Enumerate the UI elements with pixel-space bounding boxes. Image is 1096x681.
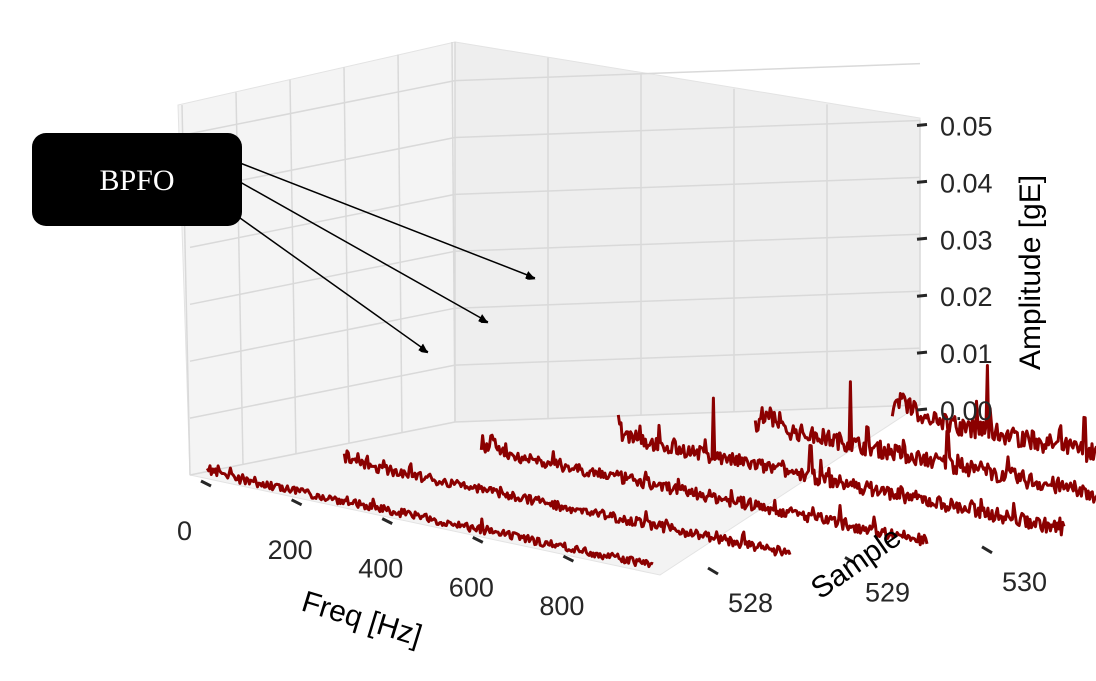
x-axis-title: Freq [Hz] — [298, 585, 426, 653]
grid-line-left — [189, 364, 456, 419]
x-tick-mark — [562, 554, 575, 563]
y-tick-label: 528 — [728, 588, 773, 618]
grid-line-left — [189, 79, 456, 135]
grid-line-vert-left — [397, 54, 403, 433]
grid-line-right — [454, 404, 921, 423]
z-axis-title: Amplitude [gE] — [1014, 175, 1047, 370]
grid-line-right — [454, 347, 921, 366]
x-tick-mark — [472, 536, 484, 544]
grid-lines — [181, 41, 921, 476]
back-pane-right — [454, 41, 921, 423]
bpfo-callout-label: BPFO — [99, 164, 174, 197]
z-tick-label: 0.05 — [940, 112, 993, 142]
grid-line-left — [189, 421, 456, 476]
series-line-532 — [753, 380, 1096, 504]
series-line-533 — [890, 364, 1096, 463]
z-tick-label: 0.00 — [940, 396, 993, 426]
y-tick-mark — [844, 556, 856, 565]
y-tick-mark — [707, 566, 719, 576]
series-line-529 — [342, 449, 792, 557]
z-tick-mark — [916, 350, 928, 355]
bpfo-arrow — [239, 181, 489, 322]
x-tick-label: 0 — [177, 516, 192, 546]
z-tick-mark — [916, 293, 928, 298]
y-tick-label: 530 — [1002, 567, 1047, 597]
y-tick-label: 529 — [865, 577, 910, 607]
z-tick-label: 0.04 — [940, 168, 993, 198]
grid-line-right — [454, 119, 921, 139]
series-lines — [205, 364, 1096, 569]
x-tick-label: 800 — [539, 591, 584, 621]
bpfo-arrows — [239, 162, 535, 352]
x-tick-mark — [200, 479, 212, 488]
series-line-530 — [479, 433, 929, 547]
grid-line-left — [189, 250, 456, 306]
z-tick-label: 0.01 — [940, 339, 993, 369]
bpfo-arrow — [239, 162, 535, 278]
grid-line-right — [454, 176, 921, 196]
grid-line-right — [454, 233, 921, 253]
z-tick-label: 0.03 — [940, 225, 993, 255]
bpfo-callout-box — [32, 133, 242, 226]
x-tick-label: 400 — [358, 554, 403, 584]
x-tick-mark — [290, 498, 303, 507]
grid-line-left — [189, 193, 456, 249]
grid-line-vert-left — [289, 79, 297, 454]
y-tick-mark — [981, 545, 993, 555]
z-tick-mark — [916, 236, 928, 241]
x-tick-label: 600 — [449, 572, 494, 602]
grid-line-left — [189, 307, 456, 362]
x-tick-mark — [381, 517, 393, 525]
z-tick-mark — [916, 123, 928, 127]
grid-line-right — [454, 290, 921, 309]
z-tick-mark — [916, 179, 928, 184]
series-line-531 — [616, 396, 1066, 537]
z-tick-mark — [916, 407, 928, 412]
axis-ticks: 02004006008005285295305315325330.000.010… — [177, 112, 1047, 622]
back-pane-left — [177, 41, 456, 476]
grid-line-right — [454, 62, 921, 82]
grid-line-vert-left — [343, 67, 350, 444]
z-tick-label: 0.02 — [940, 282, 993, 312]
bpfo-arrow — [239, 217, 429, 352]
x-tick-label: 200 — [268, 535, 313, 565]
grid-line-vert-left — [451, 41, 456, 423]
series-line-528 — [205, 464, 654, 569]
